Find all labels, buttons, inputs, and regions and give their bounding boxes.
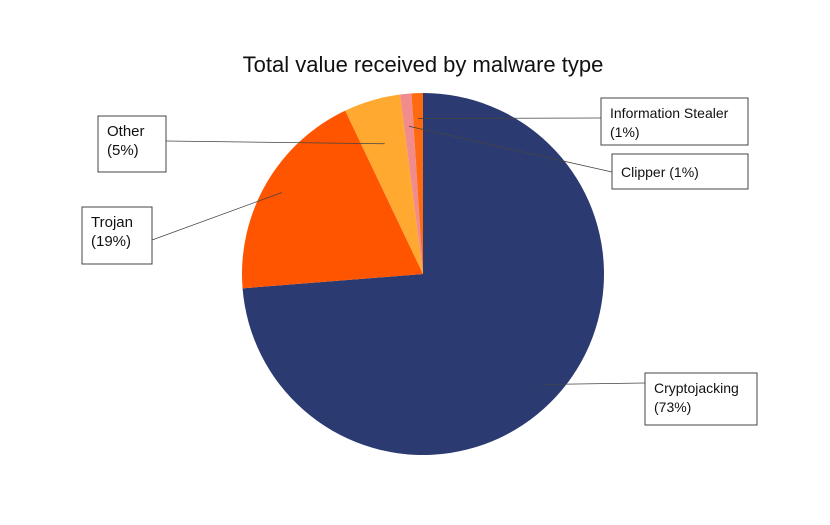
value-label: (1%) xyxy=(610,124,640,140)
data-label: Cryptojacking (73%) xyxy=(654,380,739,415)
pie-slice xyxy=(411,93,423,274)
value-label: (73%) xyxy=(654,399,691,415)
label-box xyxy=(611,153,749,190)
value-label: (1%) xyxy=(669,164,699,180)
label-box xyxy=(644,372,758,426)
data-label: Other (5%) xyxy=(107,123,145,159)
label-box xyxy=(81,206,153,265)
value-label: (5%) xyxy=(107,142,139,159)
chart-title: Total value received by malware type xyxy=(243,52,604,77)
leader-line xyxy=(165,140,385,145)
pie-slice xyxy=(400,93,423,274)
leader-line xyxy=(542,382,646,385)
pie-slice xyxy=(241,110,423,289)
category-label: Clipper xyxy=(621,164,666,180)
value-label: (19%) xyxy=(91,233,131,250)
category-label: Cryptojacking xyxy=(654,380,739,396)
leader-line xyxy=(408,125,613,173)
label-box xyxy=(600,97,749,146)
category-label: Other xyxy=(107,123,145,140)
category-label: Trojan xyxy=(91,214,133,231)
data-label: Trojan (19%) xyxy=(91,214,133,250)
data-label: Information Stealer (1%) xyxy=(610,105,729,140)
pie-slice xyxy=(345,94,423,274)
leader-line xyxy=(151,192,283,241)
category-label: Information Stealer xyxy=(610,105,729,121)
pie-slice xyxy=(242,93,605,455)
data-label: Clipper (1%) xyxy=(621,164,699,180)
label-box xyxy=(97,115,167,173)
